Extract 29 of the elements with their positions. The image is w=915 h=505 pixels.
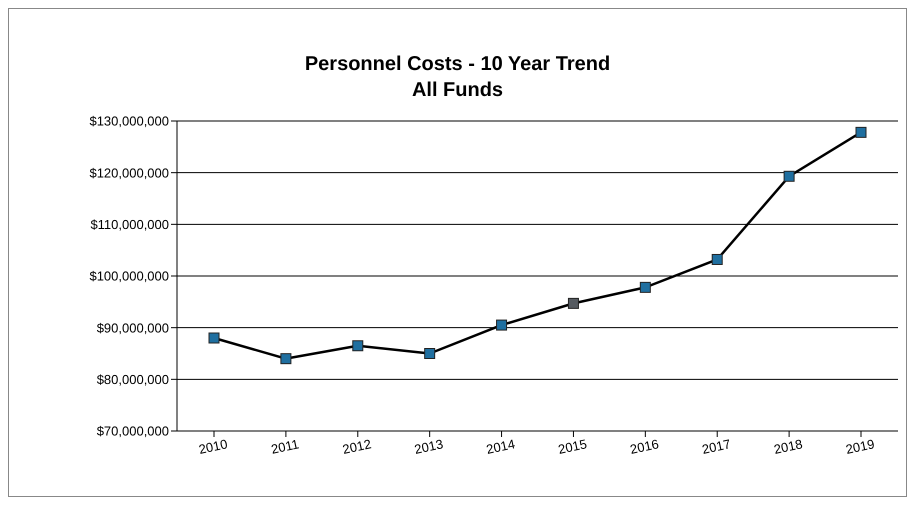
x-tick-label: 2013 [413,436,444,457]
y-tick-label: $110,000,000 [90,216,169,232]
x-tick-label: 2019 [844,436,876,457]
x-tick-label: 2015 [556,436,588,457]
x-tick-label: 2017 [700,436,732,457]
point [424,348,436,359]
point [784,170,795,182]
point [208,332,220,344]
chart-title: Personnel Costs - 10 Year Trend [304,52,612,77]
y-tick-label: $80,000,000 [96,372,169,387]
x-tick-label: 2011 [270,436,300,457]
y-tick-label: $120,000,000 [89,165,169,180]
chart-subtitle: All Funds [410,78,504,103]
point [280,353,292,364]
point [568,298,579,309]
y-tick-label: $70,000,000 [96,424,169,439]
x-tick-label: 2010 [197,436,229,457]
point [856,126,866,138]
x-tick-label: 2018 [772,436,804,457]
y-tick-label: $90,000,000 [96,320,169,336]
x-tick-label: 2016 [628,436,660,457]
y-tick-label: $100,000,000 [89,268,169,284]
y-tick-label: $130,000,000 [89,114,169,129]
x-tick-label: 2012 [341,436,373,457]
point [712,254,723,265]
x-tick-label: 2014 [484,436,516,457]
point [496,320,508,331]
point [352,340,364,352]
point [640,282,651,293]
